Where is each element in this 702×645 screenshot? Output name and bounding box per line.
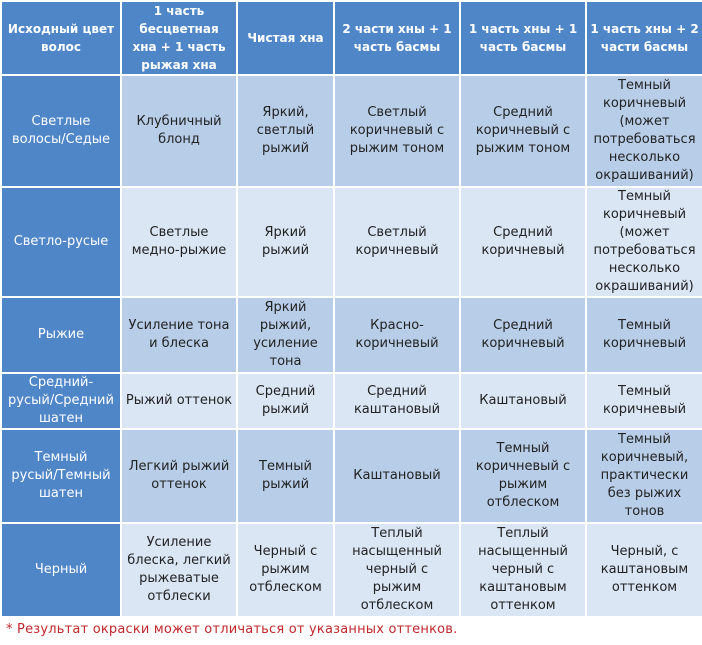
table-cell: Яркий, светлый рыжий: [238, 76, 333, 186]
table-cell: Светлый коричневый с рыжим тоном: [335, 76, 459, 186]
table-cell: Темный коричневый: [587, 374, 702, 428]
henna-color-table: Исходный цвет волос 1 часть бесцветная х…: [2, 2, 702, 616]
table-cell: Теплый насыщенный черный с рыжим отблеск…: [335, 524, 459, 616]
table-cell: Темный коричневый (может потребоваться н…: [587, 76, 702, 186]
table-cell: Усиление блеска, легкий рыжеватые отблес…: [122, 524, 236, 616]
header-row: Исходный цвет волос 1 часть бесцветная х…: [2, 2, 702, 74]
table-cell: Черный с рыжим отблеском: [238, 524, 333, 616]
table-cell: Темный коричневый (может потребоваться н…: [587, 188, 702, 296]
table-row: Светло-русые Светлые медно-рыжие Яркий р…: [2, 188, 702, 296]
header-1-henna-2-basma: 1 часть хны + 2 части басмы: [587, 2, 702, 74]
table-cell: Средний коричневый: [461, 188, 585, 296]
header-pure-henna: Чистая хна: [238, 2, 333, 74]
header-original-color: Исходный цвет волос: [2, 2, 120, 74]
table-cell: Легкий рыжий оттенок: [122, 430, 236, 522]
table-cell: Черный, с каштановым оттенком: [587, 524, 702, 616]
table-cell: Средний рыжий: [238, 374, 333, 428]
row-label: Черный: [2, 524, 120, 616]
table-cell: Светлые медно-рыжие: [122, 188, 236, 296]
table-cell: Светлый коричневый: [335, 188, 459, 296]
row-label: Светлые волосы/Седые: [2, 76, 120, 186]
header-2-henna-1-basma: 2 части хны + 1 часть басмы: [335, 2, 459, 74]
table-row: Темный русый/Темный шатен Легкий рыжий о…: [2, 430, 702, 522]
row-label: Темный русый/Темный шатен: [2, 430, 120, 522]
table-cell: Темный рыжий: [238, 430, 333, 522]
table-row: Средний- русый/Средний шатен Рыжий оттен…: [2, 374, 702, 428]
table-row: Светлые волосы/Седые Клубничный блонд Яр…: [2, 76, 702, 186]
footnote: * Результат окраски может отличаться от …: [6, 622, 458, 637]
header-colorless-plus-red-henna: 1 часть бесцветная хна + 1 часть рыжая х…: [122, 2, 236, 74]
row-label: Светло-русые: [2, 188, 120, 296]
row-label: Средний- русый/Средний шатен: [2, 374, 120, 428]
table-cell: Средний коричневый с рыжим тоном: [461, 76, 585, 186]
table-row: Черный Усиление блеска, легкий рыжеватые…: [2, 524, 702, 616]
table-cell: Рыжий оттенок: [122, 374, 236, 428]
table-cell: Усиление тона и блеска: [122, 298, 236, 372]
table-cell: Яркий рыжий: [238, 188, 333, 296]
table-cell: Темный коричневый: [587, 298, 702, 372]
table-cell: Средний коричневый: [461, 298, 585, 372]
table-row: Рыжие Усиление тона и блеска Яркий рыжий…: [2, 298, 702, 372]
table-cell: Каштановый: [335, 430, 459, 522]
table-cell: Темный коричневый, практически без рыжих…: [587, 430, 702, 522]
row-label: Рыжие: [2, 298, 120, 372]
table-cell: Каштановый: [461, 374, 585, 428]
table-cell: Красно- коричневый: [335, 298, 459, 372]
table-cell: Клубничный блонд: [122, 76, 236, 186]
table-cell: Яркий рыжий, усиление тона: [238, 298, 333, 372]
header-1-henna-1-basma: 1 часть хны + 1 часть басмы: [461, 2, 585, 74]
table-cell: Средний каштановый: [335, 374, 459, 428]
table-cell: Теплый насыщенный черный с каштановым от…: [461, 524, 585, 616]
table-cell: Темный коричневый с рыжим отблеском: [461, 430, 585, 522]
